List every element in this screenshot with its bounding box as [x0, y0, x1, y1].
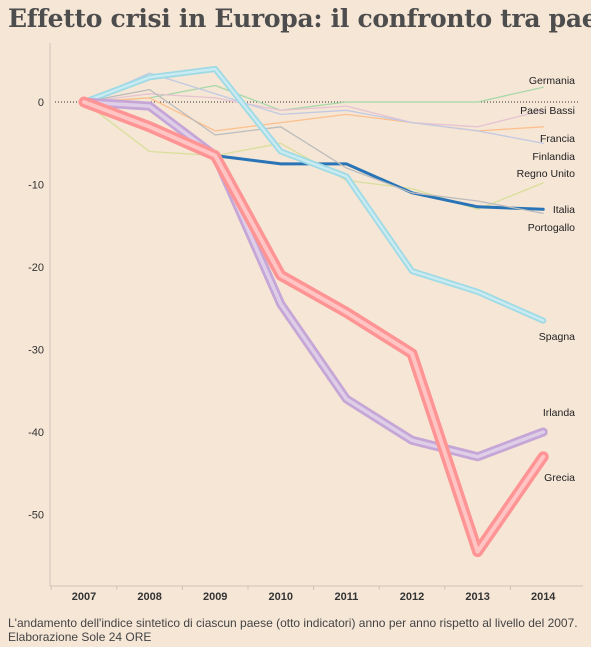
x-tick-label: 2012 [400, 591, 424, 603]
y-tick-label: -10 [28, 180, 44, 192]
series-label: Italia [553, 204, 575, 216]
series-line [79, 97, 548, 462]
y-tick-label: -40 [28, 427, 44, 439]
series-line [81, 66, 547, 324]
series-label: Paesi Bassi [520, 105, 575, 117]
series-line-highlight [82, 100, 546, 554]
x-tick-label: 2007 [72, 591, 96, 603]
y-tick-label: -30 [28, 345, 44, 357]
series-label: Germania [529, 75, 575, 87]
series-label: Irlanda [543, 407, 575, 419]
x-tick-label: 2013 [465, 591, 489, 603]
y-tick-label: -20 [28, 262, 44, 274]
y-tick-label: 0 [38, 97, 44, 109]
series-line [83, 88, 544, 215]
series-label: Portogallo [528, 222, 575, 234]
series-label: Spagna [539, 331, 575, 343]
x-tick-label: 2011 [334, 591, 358, 603]
series-line [78, 96, 549, 558]
series-line-highlight [82, 100, 545, 459]
x-tick-label: 2008 [137, 591, 161, 603]
series-line-highlight [82, 67, 545, 322]
series-label: Francia [540, 133, 575, 145]
series-label: Regno Unito [517, 168, 576, 180]
x-tick-label: 2014 [531, 591, 556, 603]
y-tick-labels: 0 -10 -20 -30 -40 -50 [28, 97, 44, 522]
series-group [78, 66, 549, 558]
x-tick-label: 2009 [203, 591, 227, 603]
chart-caption: L'andamento dell'indice sintetico di cia… [8, 616, 578, 644]
y-tick-label: -50 [28, 510, 44, 522]
x-tick-label: 2010 [269, 591, 293, 603]
series-line [83, 93, 544, 128]
chart-title: Effetto crisi in Europa: il confronto tr… [8, 4, 591, 33]
series-line [83, 84, 544, 111]
x-tick-labels: 2007 2008 2009 2010 2011 2012 2013 2014 [50, 586, 556, 603]
series-label: Grecia [544, 472, 575, 484]
series-label: Finlandia [532, 151, 575, 163]
series-labels: Germania Paesi Bassi Francia Finlandia Regno… [517, 75, 576, 484]
